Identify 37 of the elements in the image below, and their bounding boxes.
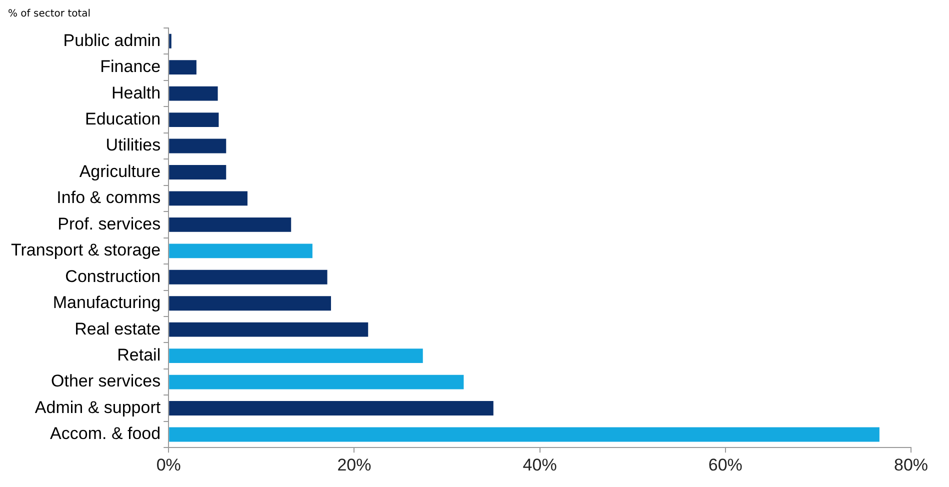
bar bbox=[169, 138, 226, 154]
y-tick-label: Health bbox=[111, 83, 161, 102]
bar bbox=[169, 191, 248, 206]
x-tick-label: 40% bbox=[522, 455, 557, 474]
text: % of sector total bbox=[8, 8, 91, 20]
y-tick-label: Transport & storage bbox=[10, 240, 161, 260]
bar bbox=[169, 270, 328, 284]
bar bbox=[169, 112, 219, 127]
y-tick-label: Utilities bbox=[106, 136, 161, 155]
x-tick-label: 60% bbox=[708, 455, 742, 474]
y-tick-label: Public admin bbox=[63, 30, 161, 50]
bar bbox=[169, 60, 196, 75]
bar bbox=[169, 86, 218, 101]
y-tick-label: Admin & support bbox=[34, 398, 161, 417]
bar bbox=[169, 401, 494, 416]
bar bbox=[169, 348, 423, 364]
y-tick-label: Agriculture bbox=[79, 162, 161, 181]
y-tick-label: Prof. services bbox=[58, 214, 161, 234]
y-tick-label: Manufacturing bbox=[52, 293, 161, 312]
bar bbox=[169, 374, 464, 390]
y-tick-label: Construction bbox=[65, 266, 161, 286]
y-tick-label: Real estate bbox=[74, 319, 161, 338]
bar bbox=[169, 296, 332, 311]
bar bbox=[169, 427, 880, 442]
bar bbox=[169, 322, 368, 337]
y-tick-label: Other services bbox=[51, 372, 161, 391]
y-tick-label: Info & comms bbox=[56, 188, 161, 208]
y-tick-label: Finance bbox=[100, 57, 161, 76]
x-tick-label: 80% bbox=[894, 455, 928, 474]
y-tick-label: Accom. & food bbox=[50, 424, 161, 444]
x-tick-label: 20% bbox=[337, 455, 372, 474]
bar bbox=[169, 244, 312, 258]
y-tick-label: Education bbox=[84, 109, 161, 128]
x-tick-label: 0% bbox=[156, 455, 181, 474]
y-tick-label: Retail bbox=[117, 346, 161, 364]
bar bbox=[169, 217, 292, 232]
bar bbox=[169, 165, 226, 180]
